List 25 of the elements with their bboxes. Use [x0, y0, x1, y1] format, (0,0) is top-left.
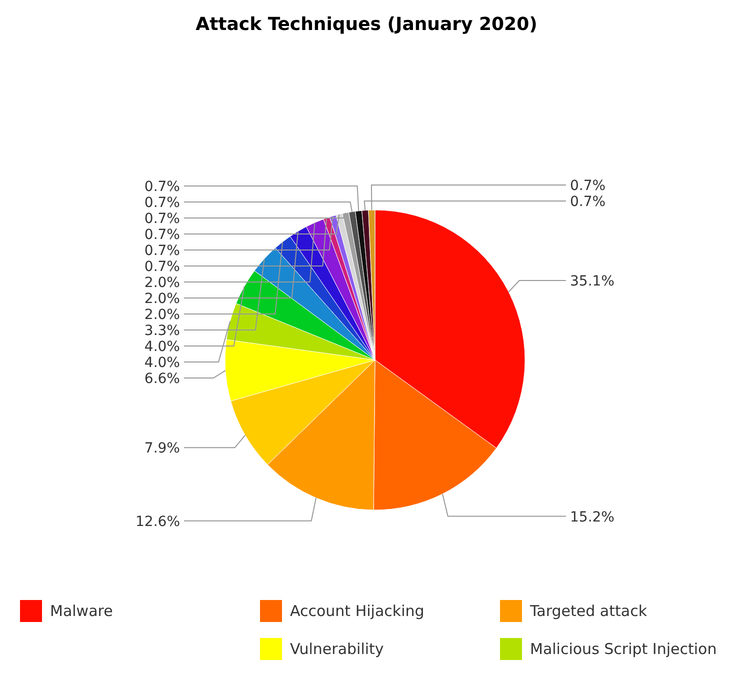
data-label: 3.3%	[144, 323, 180, 340]
data-label: 2.0%	[144, 275, 180, 292]
legend-label: Malicious Script Injection	[530, 640, 717, 658]
data-label: 7.9%	[144, 440, 180, 457]
data-label: 0.7%	[144, 179, 180, 196]
chart-title: Attack Techniques (January 2020)	[196, 14, 538, 35]
data-label: 2.0%	[144, 307, 180, 324]
data-label: 12.6%	[136, 514, 180, 530]
data-label: 0.7%	[144, 243, 180, 260]
data-label: 6.6%	[144, 371, 180, 388]
data-label: 2.0%	[144, 291, 180, 308]
legend-label: Vulnerability	[290, 640, 384, 658]
data-label: 4.0%	[144, 339, 180, 356]
data-label: 0.7%	[570, 194, 606, 210]
data-label: 0.7%	[570, 178, 606, 194]
legend-label: Targeted attack	[529, 602, 648, 620]
data-label: 0.7%	[144, 259, 180, 276]
data-label: 0.7%	[144, 211, 180, 228]
data-label: 15.2%	[570, 509, 614, 526]
legend-label: Account Hijacking	[290, 602, 424, 620]
data-label: 0.7%	[144, 195, 180, 212]
data-label: 0.7%	[144, 227, 180, 244]
legend-label: Malware	[50, 602, 113, 620]
data-label: 35.1%	[570, 274, 614, 290]
data-label: 4.0%	[144, 355, 180, 372]
